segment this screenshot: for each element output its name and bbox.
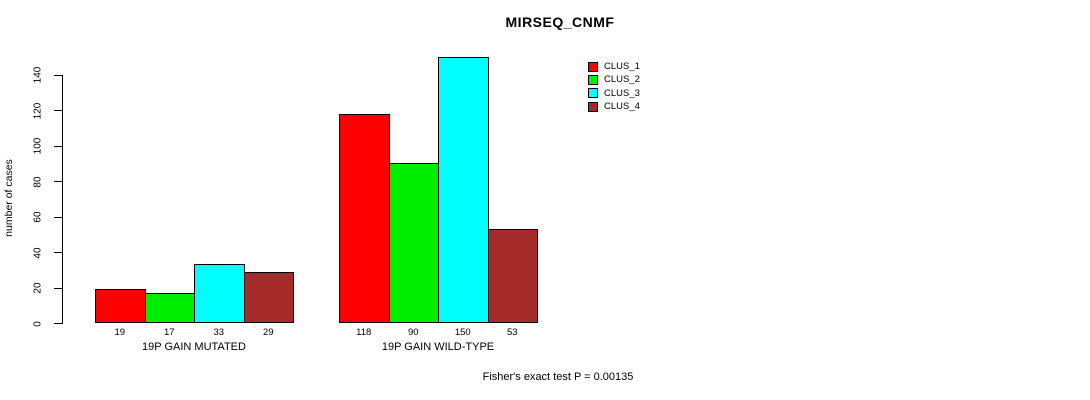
legend-swatch bbox=[588, 61, 598, 72]
y-tick-mark bbox=[54, 216, 62, 218]
legend-swatch bbox=[588, 74, 598, 85]
legend-label: CLUS_4 bbox=[604, 101, 640, 113]
legend-item: CLUS_1 bbox=[588, 60, 640, 73]
y-axis-line bbox=[62, 74, 63, 324]
y-tick-label: 60 bbox=[32, 211, 44, 223]
bar-value-label: 19 bbox=[114, 327, 126, 338]
y-tick-mark bbox=[54, 110, 62, 112]
legend-label: CLUS_2 bbox=[604, 74, 640, 86]
y-tick-mark bbox=[54, 145, 62, 147]
legend: CLUS_1 CLUS_2 CLUS_3 CLUS_4 bbox=[588, 60, 640, 113]
bar-value-label: 90 bbox=[407, 327, 419, 338]
bar-value-label: 150 bbox=[454, 327, 471, 338]
legend-item: CLUS_3 bbox=[588, 87, 640, 100]
legend-swatch bbox=[588, 88, 598, 99]
bar bbox=[95, 289, 146, 323]
bar-value-label: 17 bbox=[163, 327, 175, 338]
y-tick-mark bbox=[54, 287, 62, 289]
bar bbox=[438, 57, 489, 323]
y-tick-mark bbox=[54, 323, 62, 324]
y-tick-mark bbox=[54, 181, 62, 183]
bar bbox=[487, 229, 538, 323]
legend-item: CLUS_2 bbox=[588, 73, 640, 86]
y-tick-label: 0 bbox=[32, 320, 44, 327]
bar bbox=[388, 163, 439, 323]
bar-value-label: 118 bbox=[356, 327, 372, 338]
legend-swatch bbox=[588, 101, 598, 112]
legend-item: CLUS_4 bbox=[588, 100, 640, 113]
chart-title: MIRSEQ_CNMF bbox=[505, 14, 615, 30]
y-tick-label: 20 bbox=[32, 282, 44, 294]
bar-value-label: 29 bbox=[262, 327, 274, 338]
bar bbox=[144, 292, 195, 323]
y-tick-mark bbox=[54, 252, 62, 254]
y-tick-mark bbox=[54, 74, 62, 76]
y-tick-label: 80 bbox=[32, 176, 44, 188]
bar bbox=[194, 264, 245, 323]
group-label: 19P GAIN WILD-TYPE bbox=[381, 341, 495, 353]
bar bbox=[243, 271, 294, 323]
y-tick-label: 140 bbox=[32, 66, 44, 84]
y-tick-label: 100 bbox=[32, 137, 44, 155]
legend-label: CLUS_1 bbox=[604, 61, 640, 73]
y-axis-label: number of cases bbox=[3, 159, 15, 237]
bar bbox=[339, 113, 390, 323]
legend-label: CLUS_3 bbox=[604, 87, 640, 99]
bar-value-label: 33 bbox=[213, 327, 225, 338]
bar-value-label: 53 bbox=[506, 327, 518, 338]
group-label: 19P GAIN MUTATED bbox=[142, 341, 246, 353]
y-tick-label: 40 bbox=[32, 247, 44, 259]
y-tick-label: 120 bbox=[32, 102, 44, 120]
footnote-text: Fisher's exact test P = 0.00135 bbox=[482, 371, 634, 383]
